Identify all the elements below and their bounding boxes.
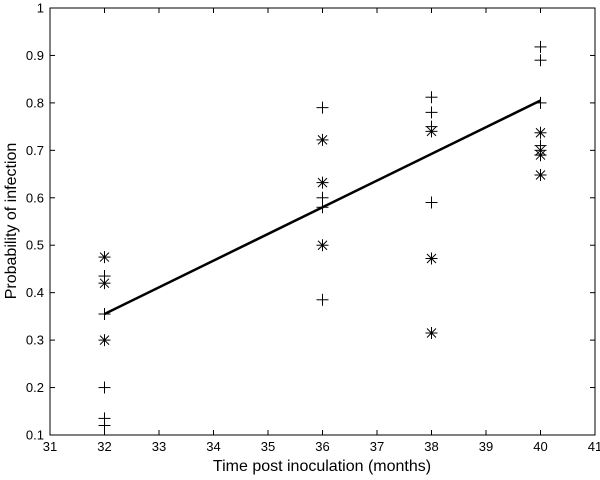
asterisk-marker	[98, 277, 111, 290]
x-tick-label: 41	[588, 439, 600, 454]
y-tick-label: 0.1	[26, 428, 44, 443]
asterisk-marker	[98, 251, 111, 264]
x-tick-label: 40	[533, 439, 547, 454]
plus-marker	[98, 381, 111, 394]
y-tick-label: 0.4	[26, 285, 44, 300]
plus-marker	[316, 191, 329, 204]
y-tick-label: 0.8	[26, 95, 44, 110]
x-tick-label: 37	[370, 439, 384, 454]
y-tick-label: 0.3	[26, 333, 44, 348]
x-tick-label: 34	[206, 439, 220, 454]
asterisk-marker	[534, 144, 547, 157]
asterisk-marker	[316, 176, 329, 189]
asterisk-marker	[425, 326, 438, 339]
asterisk-marker	[534, 126, 547, 139]
plus-marker	[425, 106, 438, 119]
plot-area	[49, 7, 596, 436]
plus-marker	[316, 293, 329, 306]
y-axis-label: Probability of infection	[3, 143, 20, 300]
x-axis-label: Time post inoculation (months)	[213, 458, 431, 475]
y-tick-label: 0.7	[26, 143, 44, 158]
plus-marker	[534, 40, 547, 53]
y-tick-label: 0.2	[26, 380, 44, 395]
asterisk-marker	[316, 239, 329, 252]
asterisk-marker	[425, 125, 438, 138]
plus-marker	[534, 54, 547, 67]
trend-line	[103, 99, 542, 316]
axis-ticks: 31 32 33 34 35 36 37 38 39 40 41 0.1 0.2 0.3 0.4 0.5 0.6…	[26, 1, 600, 455]
plus-marker	[425, 196, 438, 209]
y-tick-label: 0.5	[26, 238, 44, 253]
plus-marker	[98, 412, 111, 425]
y-tick-label: 0.9	[26, 48, 44, 63]
plus-marker	[425, 91, 438, 104]
x-tick-label: 38	[424, 439, 438, 454]
y-tick-label: 1	[37, 1, 44, 16]
asterisk-marker	[425, 252, 438, 265]
y-tick-label: 0.6	[26, 190, 44, 205]
asterisk-marker	[98, 334, 111, 347]
x-tick-label: 33	[152, 439, 166, 454]
x-tick-label: 31	[43, 439, 57, 454]
asterisk-marker	[534, 169, 547, 182]
plus-marker	[316, 101, 329, 114]
x-tick-label: 32	[97, 439, 111, 454]
x-tick-label: 36	[315, 439, 329, 454]
data-marks	[98, 40, 547, 432]
asterisk-marker	[316, 133, 329, 146]
x-tick-label: 39	[479, 439, 493, 454]
x-tick-label: 35	[261, 439, 275, 454]
